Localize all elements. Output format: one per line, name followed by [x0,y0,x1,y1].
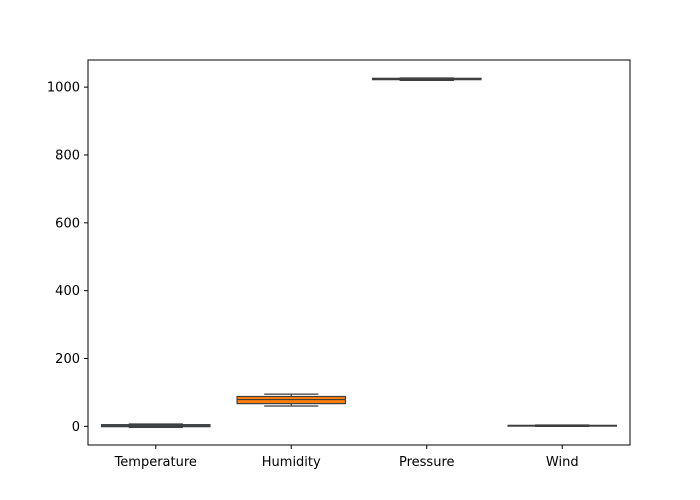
box-temperature [100,423,211,428]
y-tick-label: 1000 [47,81,80,96]
x-axis: Temperature Humidity Pressure Wind [114,445,579,470]
boxes-layer [100,77,618,428]
y-tick-label: 800 [55,148,80,163]
x-tick-label: Wind [546,455,579,470]
y-axis: 0 200 400 600 800 1000 [47,81,88,435]
y-tick-label: 200 [55,352,80,367]
plot-frame [87,59,631,446]
x-tick-label: Humidity [262,455,321,470]
y-tick-label: 0 [72,420,80,435]
box-humidity [236,393,347,407]
y-tick-label: 400 [55,284,80,299]
x-tick-label: Pressure [399,455,455,470]
y-tick-label: 600 [55,216,80,231]
box-wind [507,424,618,427]
box-pressure [371,77,482,81]
x-tick-label: Temperature [114,455,197,470]
